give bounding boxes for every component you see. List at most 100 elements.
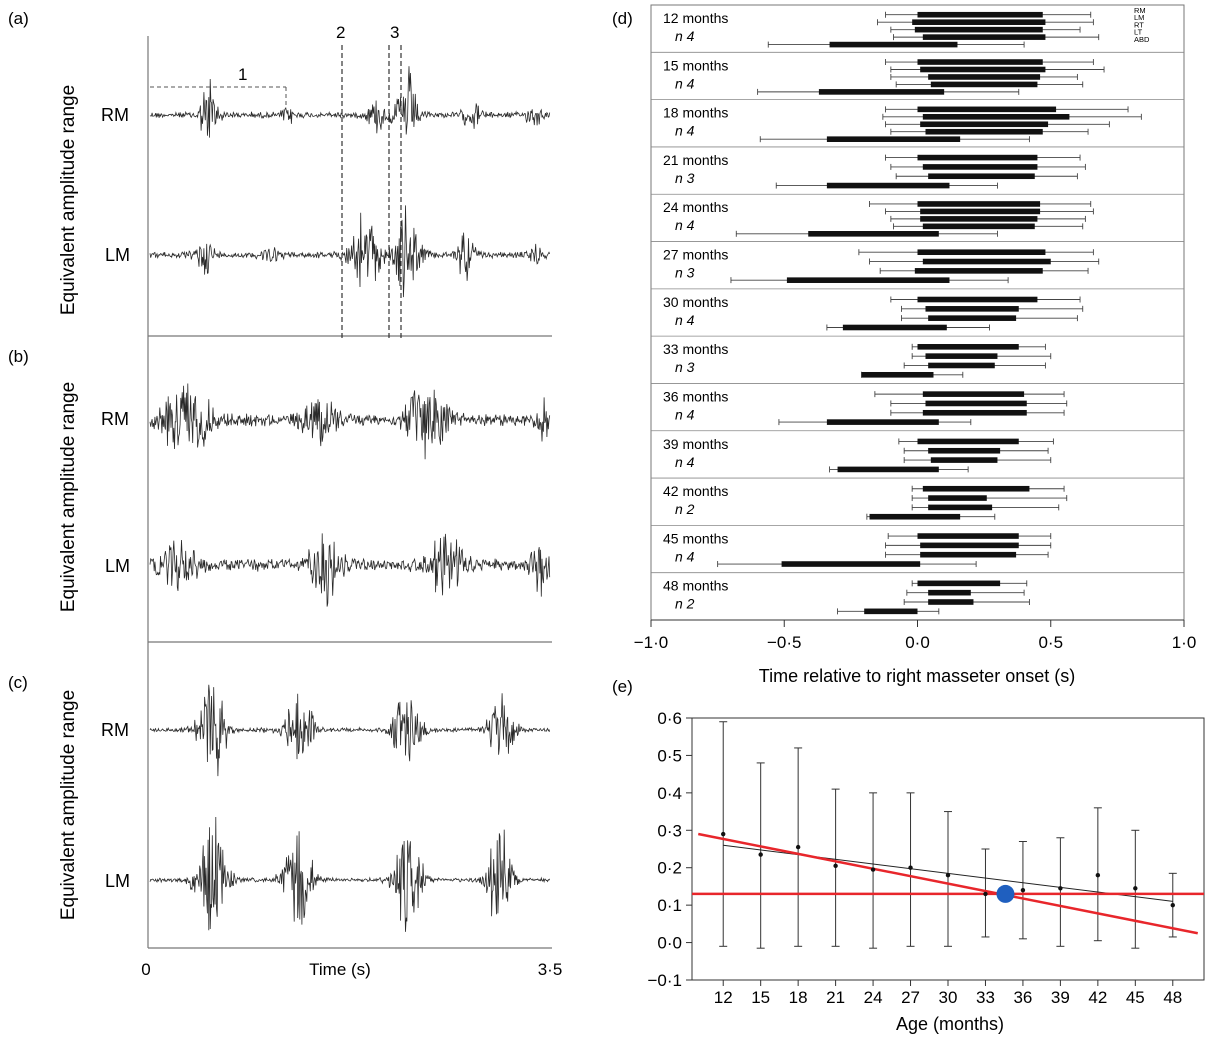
panel-e: (e) −0·1 0·0 0·1 0·2 0·3 0·4 0·5 0·6 12 15 18 21 24… <box>612 677 1205 1034</box>
interval-bar <box>864 608 918 615</box>
panel-d-label: (d) <box>612 9 633 28</box>
interval-bar <box>920 542 1019 549</box>
interval-bar <box>922 164 1038 170</box>
panel-d-group: 42 months n 2 <box>651 477 1184 520</box>
panel-d-group: 15 months n 4 <box>651 51 1184 95</box>
legend-entry: LT <box>1134 28 1143 37</box>
interval-bar <box>920 216 1038 222</box>
interval-bar <box>869 513 961 520</box>
annotation-1-label: 1 <box>238 65 247 84</box>
panel-a: (a) Equivalent amplitude range RM LM 1 2… <box>8 9 552 338</box>
panel-b-ylabel: Equivalent amplitude range <box>58 382 79 612</box>
interval-bar <box>922 34 1046 40</box>
interval-bar <box>818 89 945 95</box>
group-label: 21 months <box>663 152 728 168</box>
x-tick-label: 18 <box>789 988 808 1007</box>
interval-bar <box>928 504 993 511</box>
panel-a-lm-label: LM <box>105 245 130 265</box>
trend-line-red <box>698 832 1198 935</box>
x-tick-label: 45 <box>1126 988 1145 1007</box>
panel-d-groups: 12 months n 4 15 months n 4 18 months n 4 21 m… <box>651 10 1184 615</box>
x-tick-label: 33 <box>976 988 995 1007</box>
panel-c-x-end: 3·5 <box>538 960 563 979</box>
panel-b-lm-label: LM <box>105 556 130 576</box>
x-tick-label: −1·0 <box>634 633 669 652</box>
interval-bar <box>928 173 1035 180</box>
x-tick-label: 0·5 <box>1038 633 1063 652</box>
x-tick-label: 12 <box>714 988 733 1007</box>
panel-a-rm-trace <box>149 66 551 138</box>
panel-c-rm-trace <box>149 684 551 777</box>
y-tick-label: 0·1 <box>657 896 682 915</box>
interval-bar <box>925 400 1027 407</box>
group-label: 30 months <box>663 294 728 310</box>
interval-bar <box>781 561 921 567</box>
x-tick-label: 24 <box>864 988 883 1007</box>
interval-bar <box>914 26 1043 33</box>
legend-entry: RT <box>1134 20 1144 29</box>
panel-e-yticks: −0·1 0·0 0·1 0·2 0·3 0·4 0·5 0·6 <box>648 709 692 990</box>
panel-d-xlabel: Time relative to right masseter onset (s… <box>759 666 1075 686</box>
data-point <box>1020 887 1026 893</box>
y-tick-label: 0·4 <box>657 784 682 803</box>
panel-d-xticks: −1·0 −0·5 0·0 0·5 1·0 <box>634 620 1197 652</box>
interval-bar <box>917 59 1043 65</box>
panel-a-lm-trace <box>149 205 551 298</box>
interval-bar <box>925 128 1043 135</box>
group-n: n 3 <box>675 359 695 375</box>
panel-c-label: (c) <box>8 673 28 692</box>
data-point <box>1095 873 1101 878</box>
interval-bar <box>837 466 939 473</box>
group-n: n 4 <box>675 123 695 139</box>
x-tick-label: 30 <box>939 988 958 1007</box>
x-tick-label: 42 <box>1088 988 1107 1007</box>
group-n: n 4 <box>675 406 695 422</box>
interval-bar <box>917 11 1043 18</box>
x-tick-label: 1·0 <box>1172 633 1197 652</box>
interval-bar <box>922 391 1025 397</box>
interval-bar <box>928 362 995 369</box>
interval-bar <box>920 66 1046 73</box>
interval-bar <box>922 258 1051 265</box>
panel-a-label: (a) <box>8 9 29 28</box>
interval-bar <box>917 296 1038 303</box>
data-point <box>1133 886 1138 891</box>
group-n: n 4 <box>675 28 695 44</box>
interval-bar <box>917 201 1041 207</box>
panel-e-label: (e) <box>612 677 633 696</box>
interval-bar <box>808 231 939 237</box>
interval-bar <box>826 182 950 189</box>
interval-bar <box>917 154 1038 161</box>
data-point <box>945 873 951 878</box>
x-tick-label: 0·0 <box>905 633 930 652</box>
interval-bar <box>928 315 1017 321</box>
x-tick-label: 48 <box>1163 988 1182 1007</box>
panel-c-lm-label: LM <box>105 871 130 891</box>
y-tick-label: 0·3 <box>657 821 682 840</box>
data-point <box>758 852 763 857</box>
interval-bar <box>826 136 961 142</box>
data-point <box>908 865 913 870</box>
group-label: 42 months <box>663 483 728 499</box>
interval-bar <box>928 599 974 605</box>
group-n: n 4 <box>675 75 695 91</box>
panel-d: (d) 12 months n 4 15 months n 4 18 months n 4… <box>612 4 1197 686</box>
interval-bar <box>928 74 1041 80</box>
interval-bar <box>922 114 1070 120</box>
interval-bar <box>920 208 1041 215</box>
group-label: 12 months <box>663 10 728 26</box>
interval-bar <box>914 268 1043 274</box>
panel-d-group: 27 months n 3 <box>651 241 1184 284</box>
group-label: 27 months <box>663 247 728 263</box>
intersection-marker <box>996 884 1015 903</box>
interval-bar <box>922 223 1035 230</box>
panel-d-frame <box>650 4 1185 621</box>
data-point <box>795 844 801 850</box>
panel-d-group: 24 months n 4 <box>651 193 1184 237</box>
group-label: 24 months <box>663 199 728 215</box>
interval-bar <box>920 551 1017 558</box>
data-point <box>833 863 838 869</box>
panel-e-xticks: 12 15 18 21 24 27 30 33 36 39 42 45 48 <box>714 980 1182 1007</box>
panel-d-group: 48 months n 2 <box>651 572 1184 615</box>
